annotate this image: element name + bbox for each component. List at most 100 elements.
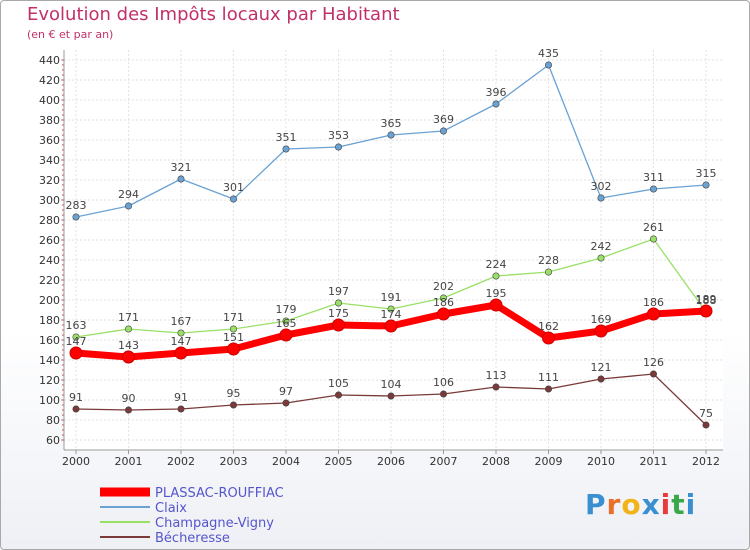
data-label: 113 xyxy=(486,369,507,382)
y-tick-label: 180 xyxy=(39,314,60,327)
data-point xyxy=(69,346,83,360)
data-label: 242 xyxy=(591,240,612,253)
legend-label: Champagne-Vigny xyxy=(155,516,274,531)
data-label: 186 xyxy=(643,296,664,309)
logo-letter: x xyxy=(641,488,661,521)
x-tick-label: 2001 xyxy=(115,455,143,468)
data-label: 302 xyxy=(591,180,612,193)
x-tick-label: 2010 xyxy=(587,455,615,468)
data-point xyxy=(492,272,500,280)
data-label: 147 xyxy=(171,335,192,348)
data-point xyxy=(125,406,133,414)
data-point xyxy=(334,391,342,399)
data-label: 174 xyxy=(381,308,402,321)
y-tick-label: 160 xyxy=(39,334,60,347)
data-point xyxy=(125,325,133,333)
data-label: 261 xyxy=(643,221,664,234)
data-point xyxy=(177,329,185,337)
data-point xyxy=(489,298,503,312)
data-point xyxy=(227,342,240,356)
logo-letter: i xyxy=(660,488,672,521)
x-tick-label: 2005 xyxy=(325,455,353,468)
data-point xyxy=(649,185,657,193)
data-label: 435 xyxy=(538,47,559,60)
data-label: 75 xyxy=(699,407,713,420)
data-point xyxy=(594,324,608,338)
x-tick-label: 2007 xyxy=(430,455,458,468)
y-tick-label: 220 xyxy=(39,274,60,287)
data-label: 163 xyxy=(66,319,87,332)
data-point xyxy=(282,399,290,407)
data-label: 162 xyxy=(538,320,559,333)
x-tick-label: 2006 xyxy=(377,455,405,468)
data-point xyxy=(387,392,395,400)
y-tick-label: 140 xyxy=(39,354,60,367)
x-tick-label: 2011 xyxy=(640,455,668,468)
data-point xyxy=(230,325,238,333)
legend-label: PLASSAC-ROUFFIAC xyxy=(155,486,284,501)
data-point xyxy=(439,127,447,135)
y-tick-label: 120 xyxy=(39,374,60,387)
y-tick-label: 320 xyxy=(39,174,60,187)
data-label: 365 xyxy=(381,117,402,130)
data-label: 165 xyxy=(276,317,297,330)
chart-title: Evolution des Impôts locaux par Habitant xyxy=(27,4,400,25)
x-tick-label: 2002 xyxy=(167,455,195,468)
data-label: 188 xyxy=(696,294,717,307)
data-label: 105 xyxy=(328,377,349,390)
data-label: 311 xyxy=(643,171,664,184)
logo-letter: r xyxy=(606,488,622,521)
data-point xyxy=(72,213,80,221)
data-label: 189 xyxy=(696,293,717,306)
data-label: 224 xyxy=(486,258,507,271)
data-label: 191 xyxy=(381,291,402,304)
x-tick-label: 2009 xyxy=(535,455,563,468)
data-point xyxy=(544,385,552,393)
data-label: 169 xyxy=(591,313,612,326)
data-label: 91 xyxy=(69,391,83,404)
data-point xyxy=(544,61,552,69)
data-point xyxy=(699,304,713,318)
legend-label: Claix xyxy=(155,501,187,516)
data-point xyxy=(649,235,657,243)
data-point xyxy=(384,319,398,333)
plot-area xyxy=(64,50,723,450)
data-label: 126 xyxy=(643,356,664,369)
data-label: 301 xyxy=(223,181,244,194)
x-tick-label: 2000 xyxy=(62,455,90,468)
x-tick-label: 2003 xyxy=(220,455,248,468)
data-point xyxy=(437,307,450,321)
data-label: 171 xyxy=(223,311,244,324)
data-label: 95 xyxy=(227,387,241,400)
logo-letter: P xyxy=(585,488,607,521)
data-label: 197 xyxy=(328,285,349,298)
data-point xyxy=(649,370,657,378)
data-point xyxy=(597,254,605,262)
y-tick-label: 80 xyxy=(46,414,60,427)
data-point xyxy=(282,145,290,153)
data-point xyxy=(177,405,185,413)
chart-subtitle: (en € et par an) xyxy=(27,28,114,41)
legend-label: Bécheresse xyxy=(155,531,230,546)
data-label: 91 xyxy=(174,391,188,404)
data-point xyxy=(387,305,395,313)
data-label: 351 xyxy=(276,131,297,144)
data-point xyxy=(439,390,447,398)
data-label: 396 xyxy=(486,86,507,99)
data-label: 151 xyxy=(223,331,244,344)
data-point xyxy=(174,346,188,360)
data-point xyxy=(177,175,185,183)
data-label: 171 xyxy=(118,311,139,324)
y-tick-label: 400 xyxy=(39,94,60,107)
data-label: 228 xyxy=(538,254,559,267)
data-point xyxy=(72,333,80,341)
y-tick-label: 200 xyxy=(39,294,60,307)
proxiti-logo: Proxiti xyxy=(585,488,696,521)
y-tick-label: 240 xyxy=(39,254,60,267)
data-point xyxy=(230,401,238,409)
y-tick-label: 60 xyxy=(46,434,60,447)
data-point xyxy=(492,383,500,391)
data-label: 321 xyxy=(171,161,192,174)
data-point xyxy=(492,100,500,108)
